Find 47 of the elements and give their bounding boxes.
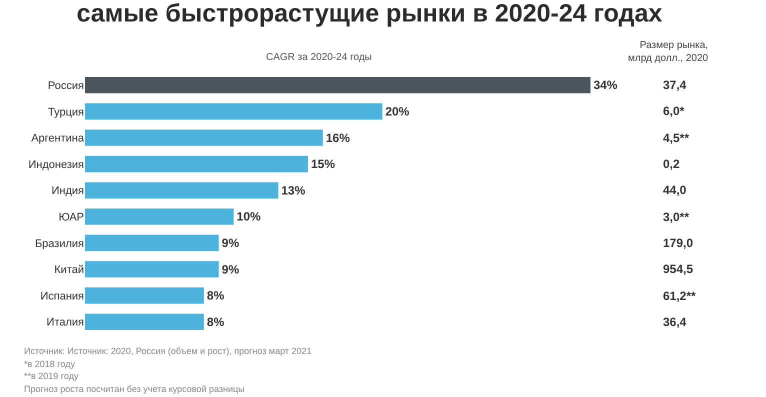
- text: Размер рынка, млрд долл., 2020: [628, 40, 709, 64]
- text: *в 2018 году: [24, 359, 76, 369]
- text: 37,4: [663, 78, 687, 92]
- text: 179,0: [663, 236, 694, 250]
- y-tick-label: Турция: [48, 106, 84, 118]
- text: 0,2: [663, 157, 680, 171]
- data-label: 8%: [206, 314, 225, 329]
- data-label: 20%: [385, 104, 410, 118]
- bar: [85, 156, 308, 172]
- bar: [85, 261, 219, 278]
- y-tick-label: Италия: [46, 316, 84, 329]
- chart-title: самые быстрорастущие рынки в 2020-24 годах: [76, 0, 662, 28]
- bar: [85, 182, 278, 198]
- y-tick-label: Китай: [54, 264, 84, 276]
- bar: [85, 130, 323, 146]
- text: 44,0: [663, 183, 687, 197]
- y-tick-label: Аргентина: [31, 132, 85, 145]
- data-label: 9%: [222, 262, 240, 276]
- bar: [85, 77, 590, 94]
- data-label: 15%: [310, 157, 336, 172]
- y-tick-label: Индонезия: [28, 158, 84, 171]
- y-tick-label: Россия: [48, 80, 84, 92]
- text: Источник: Источник: 2020, Россия (объем и рост), прогноз март 2021: [24, 346, 312, 356]
- chart-subtitle: CAGR за 2020-24 годы: [266, 52, 372, 63]
- bar: [85, 287, 204, 304]
- text: 954,5: [663, 262, 694, 276]
- data-label: 13%: [281, 183, 306, 198]
- data-label: 8%: [206, 288, 225, 303]
- bar: [85, 103, 382, 120]
- y-tick-label: Индия: [51, 185, 84, 198]
- data-label: 9%: [222, 236, 240, 250]
- y-tick-label: Бразилия: [34, 238, 84, 250]
- text: 6,0*: [663, 104, 685, 118]
- data-label: 10%: [236, 210, 262, 224]
- data-label: 16%: [326, 130, 350, 145]
- text: 3,0**: [663, 210, 690, 224]
- text: 61,2**: [663, 289, 696, 303]
- text: **в 2019 году: [24, 371, 79, 381]
- y-tick-label: Испания: [40, 290, 84, 302]
- text: 36,4: [663, 315, 687, 329]
- text: Прогноз роста посчитан без учета курсовой разницы: [24, 384, 245, 394]
- data-label: 34%: [593, 78, 618, 92]
- y-tick-label: ЮАР: [58, 212, 84, 224]
- bar: [85, 208, 234, 225]
- bar: [85, 314, 204, 330]
- text: 4,5**: [663, 131, 690, 145]
- bar: [85, 234, 219, 252]
